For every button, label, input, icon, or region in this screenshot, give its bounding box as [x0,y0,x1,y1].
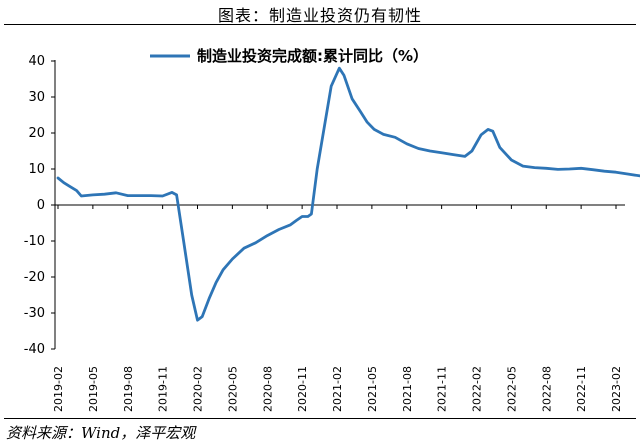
bottom-rule [4,418,636,419]
y-tick-label: 0 [37,198,45,213]
y-tick-label: 20 [28,126,45,141]
series-group [56,66,640,322]
figure-title: 图表：制造业投资仍有韧性 [217,6,422,25]
x-tick-label: 2023-02 [610,366,623,412]
x-tick-label: 2019-05 [87,366,100,412]
y-tick-label: 30 [28,90,45,105]
source-note: 资料来源：Wind，泽平宏观 [6,424,196,442]
x-tick-label: 2020-02 [192,366,205,412]
x-tick-label: 2022-08 [540,366,553,412]
y-tick-label: 10 [28,162,45,177]
series-line [56,66,640,322]
y-axis-ticks: 40 30 20 10 0 -10 -20 -30 -40 [24,54,55,357]
chart-axes [54,60,625,349]
x-tick-label: 2019-08 [122,366,135,412]
y-tick-label: -40 [24,342,45,357]
x-tick-label: 2021-08 [401,366,414,412]
x-tick-label: 2021-02 [331,366,344,412]
y-tick-label: 40 [28,54,45,69]
x-tick-label: 2020-08 [261,366,274,412]
x-axis-ticks: 2019-02 2019-05 2019-08 2019-11 2020-02 2020-… [52,205,623,412]
legend: 制造业投资完成额:累计同比（%） [150,47,428,65]
x-tick-label: 2019-11 [157,366,170,412]
x-tick-label: 2021-11 [436,366,449,412]
top-rule [4,24,636,25]
legend-label: 制造业投资完成额:累计同比（%） [197,47,428,65]
x-tick-label: 2022-11 [575,366,588,412]
x-tick-label: 2020-05 [226,366,239,412]
x-tick-label: 2022-02 [471,366,484,412]
x-tick-label: 2021-05 [366,366,379,412]
y-tick-label: -20 [24,270,45,285]
x-tick-label: 2019-02 [52,366,65,412]
y-tick-label: -30 [24,306,45,321]
x-tick-label: 2022-05 [505,366,518,412]
x-tick-label: 2020-11 [296,366,309,412]
y-tick-label: -10 [24,234,45,249]
